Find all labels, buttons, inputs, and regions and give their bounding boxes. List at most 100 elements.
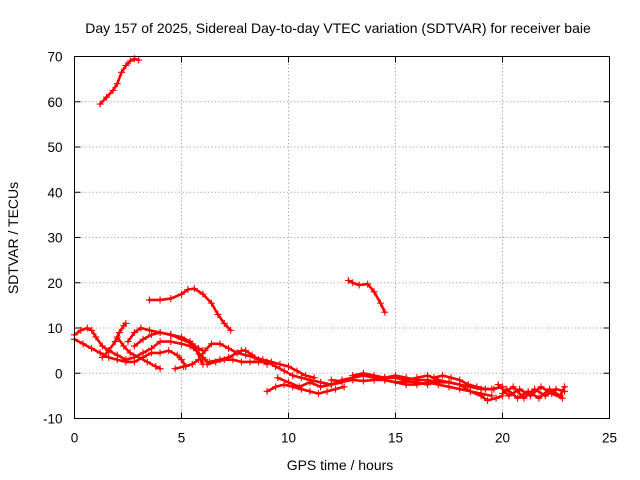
data-point — [103, 93, 111, 101]
y-tick-label: 20 — [47, 276, 62, 291]
data-point — [516, 385, 524, 393]
data-point — [364, 280, 372, 288]
data-point — [246, 358, 254, 366]
data-point — [561, 383, 569, 391]
data-point — [413, 376, 421, 384]
data-point — [98, 353, 106, 361]
data-point — [424, 376, 432, 384]
data-point — [165, 347, 173, 355]
data-point — [402, 374, 410, 382]
data-point — [199, 290, 207, 298]
y-tick-label: 10 — [47, 321, 62, 336]
data-point — [143, 358, 151, 366]
data-point — [481, 385, 489, 393]
series-arc-q — [499, 383, 569, 402]
data-point — [203, 360, 211, 368]
series-arc-j — [263, 381, 348, 398]
data-point — [180, 362, 188, 370]
data-point — [546, 385, 554, 393]
data-point — [513, 394, 521, 402]
data-point — [314, 390, 322, 398]
data-point — [201, 347, 209, 355]
data-point — [130, 358, 138, 366]
data-point — [156, 349, 164, 357]
data-point — [289, 372, 297, 380]
data-point — [156, 365, 164, 373]
data-point — [145, 326, 153, 334]
data-point — [113, 333, 121, 341]
data-point — [237, 358, 245, 366]
series-line — [148, 287, 232, 332]
data-point — [272, 383, 280, 391]
data-point — [473, 383, 481, 391]
data-point — [195, 344, 203, 352]
data-point — [494, 381, 502, 389]
data-point — [439, 372, 447, 380]
data-point — [344, 276, 352, 284]
data-point — [490, 385, 498, 393]
data-point — [139, 335, 147, 343]
data-point — [477, 392, 485, 400]
data-point — [359, 377, 367, 385]
data-point — [113, 80, 121, 88]
series-arc-i — [203, 356, 346, 389]
data-point — [484, 396, 492, 404]
data-point — [130, 329, 138, 337]
data-point — [137, 324, 145, 332]
data-point — [130, 342, 138, 350]
data-point — [195, 356, 203, 364]
data-point — [535, 394, 543, 402]
data-point — [126, 57, 134, 65]
data-point — [280, 367, 288, 375]
x-axis-label: GPS time / hours — [287, 457, 394, 473]
data-point — [156, 329, 164, 337]
series-arc-f — [130, 329, 207, 355]
data-point — [248, 351, 256, 359]
data-point — [297, 374, 305, 382]
data-point — [377, 299, 385, 307]
data-point — [122, 62, 130, 70]
data-point — [242, 347, 250, 355]
y-tick-label: 70 — [47, 50, 62, 65]
data-point — [233, 349, 241, 357]
y-tick-label: 0 — [55, 366, 63, 381]
data-point — [173, 351, 181, 359]
data-point — [156, 296, 164, 304]
x-tick-label: 0 — [71, 431, 79, 446]
data-point — [212, 358, 220, 366]
x-tick-label: 5 — [178, 431, 186, 446]
data-point — [178, 356, 185, 364]
data-point — [88, 326, 96, 334]
data-point — [111, 338, 119, 346]
data-point — [263, 358, 271, 366]
data-point — [156, 338, 164, 346]
data-point — [520, 394, 528, 402]
data-point — [317, 383, 325, 391]
data-point — [349, 279, 357, 287]
data-point — [285, 362, 292, 370]
data-point — [349, 372, 357, 380]
data-point — [214, 310, 222, 318]
data-point — [220, 356, 228, 364]
series-arc-p — [494, 381, 566, 402]
series-line — [205, 358, 344, 386]
axis-ticks: 0 5 10 15 20 25 -10 0 10 20 30 40 50 60 70 — [43, 50, 617, 446]
series-arc-n — [381, 372, 506, 404]
data-point — [306, 378, 314, 386]
data-point — [145, 296, 153, 304]
data-point — [272, 362, 280, 370]
x-tick-label: 20 — [495, 431, 510, 446]
data-point — [96, 100, 104, 108]
data-point — [148, 331, 156, 339]
data-point — [445, 378, 453, 386]
data-point — [109, 86, 117, 94]
data-point — [105, 347, 113, 355]
data-point — [225, 344, 233, 352]
data-point — [227, 326, 235, 334]
series-line — [347, 279, 387, 314]
data-point — [190, 285, 198, 293]
data-point — [167, 338, 175, 346]
data-point — [148, 349, 156, 357]
series-arc-r — [503, 383, 569, 402]
